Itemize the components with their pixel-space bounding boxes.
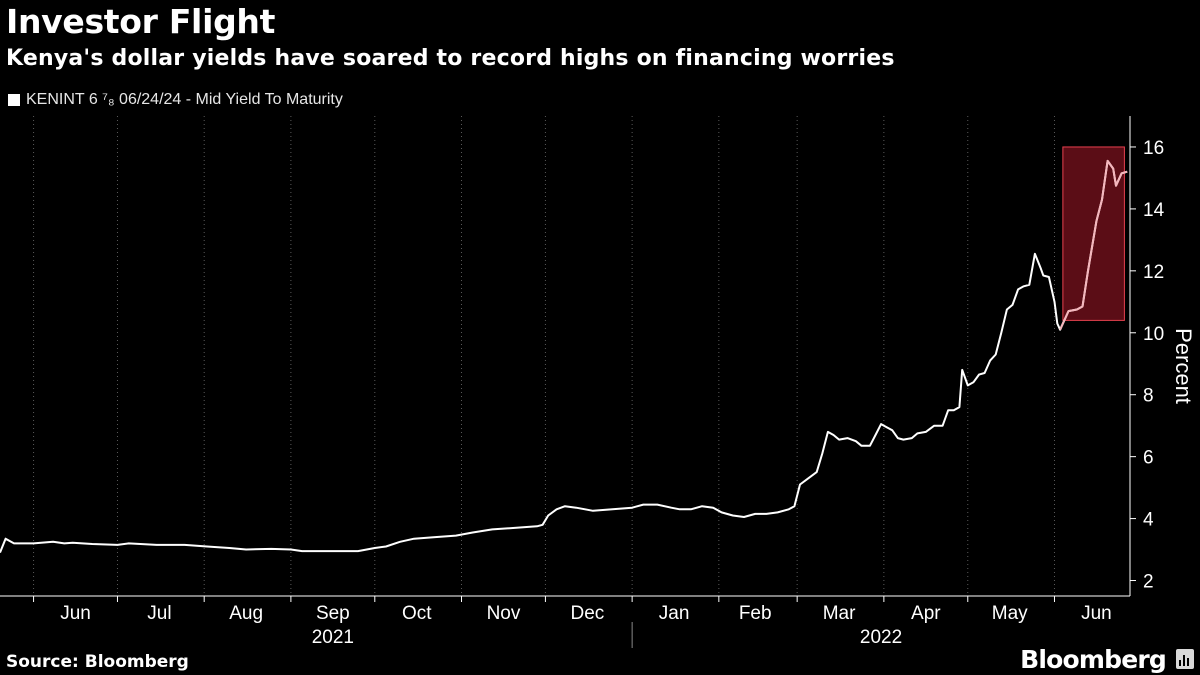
x-tick-label: Dec: [570, 603, 604, 624]
y-tick-label: 16: [1143, 138, 1164, 159]
y-axis-title: Percent: [1171, 328, 1196, 404]
y-tick-label: 8: [1143, 386, 1154, 407]
x-tick-label: Aug: [229, 603, 263, 624]
x-tick-label: Apr: [911, 603, 941, 624]
x-tick-label: Jun: [60, 603, 91, 624]
legend-label: KENINT 6 ⁷₈ 06/24/24 - Mid Yield To Matu…: [26, 91, 343, 108]
x-tick-label: Nov: [487, 603, 521, 624]
chart-subtitle: Kenya's dollar yields have soared to rec…: [6, 46, 895, 71]
x-tick-label: Jun: [1081, 603, 1112, 624]
brand-logo: Bloomberg: [1020, 645, 1167, 674]
x-tick-label: Jan: [659, 603, 690, 624]
yield-series-highlight: [1059, 159, 1128, 331]
source-note: Source: Bloomberg: [6, 652, 189, 672]
y-tick-label: 12: [1143, 262, 1164, 283]
x-tick-label: May: [992, 603, 1028, 624]
chart-title: Investor Flight: [6, 2, 276, 41]
x-tick-label: Feb: [739, 603, 772, 624]
y-tick-label: 2: [1143, 572, 1154, 593]
yield-series-line: [0, 159, 1128, 553]
y-tick-label: 4: [1143, 510, 1154, 531]
chart-legend: KENINT 6 ⁷₈ 06/24/24 - Mid Yield To Matu…: [8, 91, 343, 109]
x-tick-label: Jul: [147, 603, 171, 624]
x-tick-label: Sep: [316, 603, 350, 624]
x-year-label: 2021: [312, 627, 354, 648]
y-tick-label: 14: [1143, 200, 1165, 221]
x-tick-label: Mar: [823, 603, 856, 624]
x-tick-label: Oct: [402, 603, 432, 624]
x-year-label: 2022: [860, 627, 902, 648]
legend-swatch: [8, 94, 20, 106]
y-tick-label: 6: [1143, 448, 1154, 469]
bloomberg-mark-icon: [1176, 649, 1194, 669]
y-tick-label: 10: [1143, 324, 1164, 345]
